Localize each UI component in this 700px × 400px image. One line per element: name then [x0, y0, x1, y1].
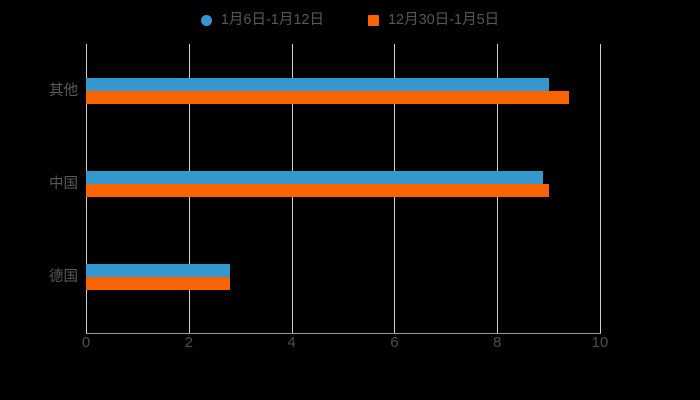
- x-axis-tick-mark: [86, 323, 87, 333]
- plot-area: [86, 44, 601, 323]
- x-axis-tick-label: 6: [390, 334, 399, 351]
- x-axis-tick-mark: [394, 323, 396, 333]
- x-axis-tick-label: 10: [591, 334, 609, 351]
- y-axis-category-label: 中国: [49, 175, 78, 192]
- legend-marker-square-icon: [367, 14, 379, 26]
- x-axis-tick-label: 8: [493, 334, 502, 351]
- y-axis-category-label: 其他: [49, 82, 78, 99]
- legend-label-series-1: 12月30日-1月5日: [387, 11, 500, 28]
- x-axis-line: [86, 333, 601, 334]
- bar-德国-series-0[interactable]: [86, 263, 230, 277]
- x-axis-tick-mark: [291, 323, 293, 333]
- x-axis-tick-label: 2: [184, 334, 193, 351]
- bar-中国-series-0[interactable]: [86, 170, 544, 184]
- gridline: [600, 44, 601, 323]
- x-axis-tick-label: 4: [287, 334, 296, 351]
- bar-其他-series-1[interactable]: [86, 90, 570, 104]
- legend-item-series-0[interactable]: 1月6日-1月12日: [200, 11, 324, 28]
- bar-中国-series-1[interactable]: [86, 183, 549, 197]
- x-axis-tick-label: 0: [81, 334, 91, 351]
- x-axis-tick-mark: [497, 323, 499, 333]
- bar-德国-series-1[interactable]: [86, 276, 230, 290]
- legend-item-series-1[interactable]: 12月30日-1月5日: [367, 11, 500, 28]
- bar-其他-series-0[interactable]: [86, 77, 549, 91]
- legend-label-series-0: 1月6日-1月12日: [220, 11, 324, 28]
- legend-marker-circle-icon: [200, 14, 212, 26]
- chart-legend: 1月6日-1月12日 12月30日-1月5日: [0, 6, 700, 34]
- x-axis-tick-mark: [188, 323, 190, 333]
- y-axis-category-label: 德国: [49, 268, 78, 285]
- x-axis-tick-mark: [600, 323, 601, 333]
